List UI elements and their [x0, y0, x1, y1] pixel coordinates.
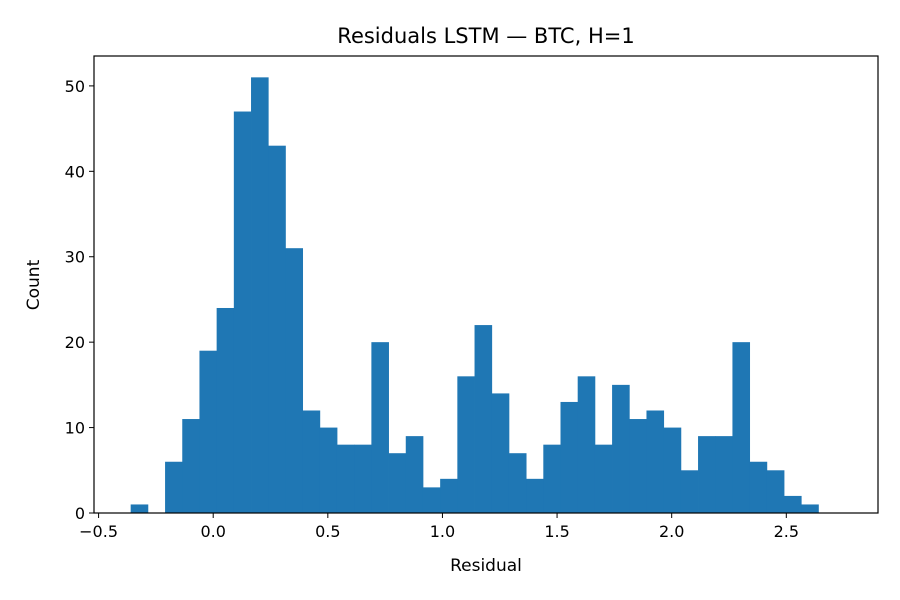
x-tick-label: 2.0: [659, 522, 684, 541]
histogram-bar-38: [801, 504, 819, 513]
histogram-bar-17: [440, 478, 458, 513]
y-tick-label: 50: [65, 77, 85, 96]
histogram-bar-16: [422, 487, 441, 513]
histogram-bar-9: [302, 410, 321, 513]
histogram-bar-25: [577, 376, 596, 513]
y-tick-label: 40: [65, 162, 85, 181]
histogram-bars: [130, 77, 819, 514]
y-tick-label: 20: [65, 333, 85, 352]
histogram-bar-13: [371, 342, 389, 513]
histogram-bar-11: [336, 444, 355, 513]
x-axis-label: Residual: [450, 556, 522, 576]
histogram-bar-31: [680, 470, 699, 513]
histogram-bar-21: [508, 453, 527, 513]
histogram-bar-12: [354, 444, 372, 513]
histogram-bar-33: [715, 436, 733, 513]
histogram-bar-24: [560, 401, 579, 513]
histogram-bar-20: [491, 393, 510, 513]
histogram-bar-35: [749, 461, 768, 513]
y-axis-label: Count: [24, 259, 44, 310]
y-tick-label: 30: [65, 248, 85, 267]
histogram-bar-30: [663, 427, 682, 513]
histogram-bar-8: [285, 248, 304, 513]
x-axis-ticks: −0.5 0.0 0.5 1.0 1.5 2.0 2.5: [79, 513, 799, 541]
histogram-bar-2: [182, 419, 200, 513]
x-tick-label: −0.5: [79, 522, 118, 541]
histogram-bar-19: [474, 325, 493, 513]
histogram-bar-22: [526, 478, 544, 513]
histogram-bar-10: [319, 427, 338, 513]
x-tick-label: 2.5: [774, 522, 799, 541]
histogram-bar-5: [233, 111, 252, 513]
y-tick-label: 10: [65, 419, 85, 438]
histogram-bar-29: [646, 410, 665, 513]
x-tick-label: 0.5: [315, 522, 340, 541]
histogram-bar-32: [698, 436, 716, 513]
plot-frame: [93, 55, 879, 514]
histogram-bar-26: [594, 444, 613, 513]
histogram-bar-7: [268, 145, 286, 513]
y-tick-label: 0: [75, 504, 85, 523]
histogram-bar-4: [216, 307, 235, 513]
histogram-bar-28: [629, 419, 647, 513]
x-tick-label: 0.0: [200, 522, 225, 541]
histogram-bar-15: [405, 436, 424, 513]
y-axis-ticks: 0 10 20 30 40 50: [65, 77, 94, 523]
histogram-bar-37: [784, 495, 802, 513]
chart-title: Residuals LSTM — BTC, H=1: [337, 24, 634, 48]
histogram-bar-36: [766, 470, 785, 513]
x-tick-label: 1.5: [544, 522, 569, 541]
histogram-bar-27: [612, 384, 630, 513]
histogram-bar-34: [732, 342, 751, 513]
histogram-bar-0: [130, 504, 149, 513]
histogram-bar-6: [251, 77, 269, 514]
histogram-bar-23: [543, 444, 561, 513]
histogram-bar-3: [199, 350, 218, 513]
histogram-bar-1: [165, 461, 183, 513]
histogram-bar-14: [388, 453, 407, 513]
x-tick-label: 1.0: [430, 522, 455, 541]
histogram-bar-18: [457, 376, 475, 513]
